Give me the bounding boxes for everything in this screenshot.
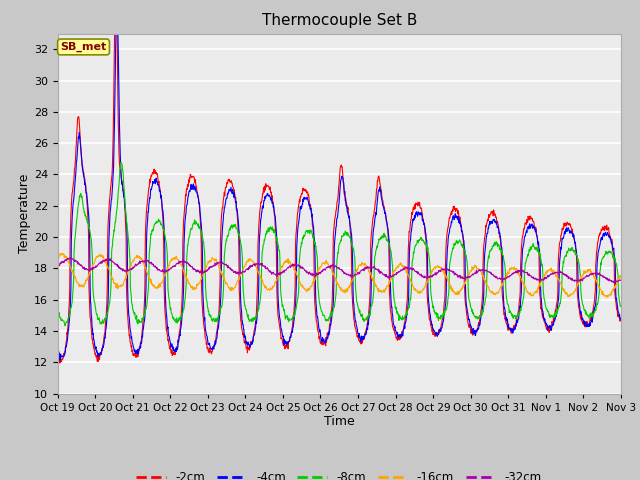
-4cm (54, 345, 61, 351)
-32cm (500, 276, 508, 282)
-8cm (61, 323, 69, 329)
Line: -2cm: -2cm (58, 0, 621, 363)
-16cm (54, 256, 61, 262)
-32cm (67, 255, 74, 261)
-8cm (501, 264, 509, 269)
Line: -4cm: -4cm (58, 5, 621, 360)
-2cm (243, 346, 250, 351)
-4cm (243, 339, 250, 345)
-8cm (428, 294, 435, 300)
Text: SB_met: SB_met (60, 42, 107, 52)
-16cm (617, 274, 625, 279)
-4cm (56, 358, 64, 363)
-32cm (427, 273, 435, 278)
-2cm (501, 316, 509, 322)
Line: -32cm: -32cm (58, 258, 621, 282)
-4cm (501, 307, 509, 312)
-8cm (180, 307, 188, 312)
-2cm (551, 317, 559, 323)
-32cm (617, 277, 625, 283)
-16cm (179, 267, 187, 273)
-2cm (428, 324, 435, 330)
-2cm (617, 316, 625, 322)
-32cm (54, 263, 61, 268)
-2cm (56, 360, 63, 366)
-4cm (617, 316, 625, 322)
-32cm (166, 267, 173, 273)
-2cm (180, 217, 188, 223)
-32cm (243, 266, 250, 272)
-8cm (116, 160, 124, 166)
-8cm (243, 309, 250, 315)
-4cm (551, 318, 559, 324)
Y-axis label: Temperature: Temperature (18, 174, 31, 253)
-16cm (243, 260, 250, 266)
-16cm (56, 251, 64, 256)
X-axis label: Time: Time (324, 415, 355, 429)
-2cm (166, 344, 174, 350)
-4cm (166, 338, 174, 344)
Line: -16cm: -16cm (58, 253, 621, 297)
-4cm (180, 285, 188, 291)
-16cm (550, 268, 558, 274)
-32cm (550, 270, 558, 276)
Legend: -2cm, -4cm, -8cm, -16cm, -32cm: -2cm, -4cm, -8cm, -16cm, -32cm (132, 466, 547, 480)
-4cm (428, 318, 435, 324)
-4cm (113, 2, 121, 8)
-8cm (617, 303, 625, 309)
-16cm (166, 262, 173, 267)
-32cm (179, 260, 187, 265)
-16cm (427, 271, 435, 276)
-32cm (609, 279, 617, 285)
-2cm (54, 351, 61, 357)
Line: -8cm: -8cm (58, 163, 621, 326)
-8cm (54, 305, 61, 311)
-16cm (500, 274, 508, 280)
Title: Thermocouple Set B: Thermocouple Set B (262, 13, 417, 28)
-16cm (603, 294, 611, 300)
-8cm (166, 304, 174, 310)
-8cm (551, 312, 559, 318)
